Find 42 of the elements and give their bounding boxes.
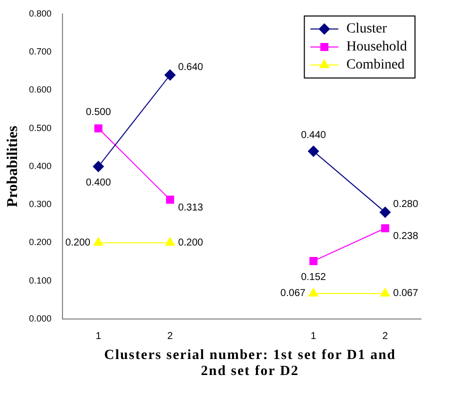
point bbox=[166, 196, 174, 204]
point bbox=[308, 146, 319, 157]
data-label: 0.313 bbox=[178, 202, 204, 214]
point bbox=[309, 257, 318, 266]
data-label: 0.238 bbox=[393, 231, 419, 242]
point bbox=[92, 161, 104, 172]
legend-label: Household bbox=[346, 40, 408, 55]
y-tick-label: 0.000 bbox=[28, 313, 52, 324]
point bbox=[94, 124, 102, 132]
data-label: 0.440 bbox=[300, 130, 326, 141]
data-label: 0.152 bbox=[300, 272, 326, 283]
x-axis-title: Clusters serial number: 1st set for D1 and 2nd set for D2 bbox=[103, 348, 397, 380]
y-tick-label: 0.700 bbox=[28, 46, 52, 57]
data-label: 0.640 bbox=[178, 62, 204, 73]
y-tick-label: 0.600 bbox=[28, 84, 52, 95]
point bbox=[94, 237, 104, 246]
point bbox=[308, 288, 318, 296]
x-tick-label: 1 bbox=[96, 330, 102, 342]
data-label: 0.500 bbox=[86, 107, 112, 118]
y-tick-label: 0.200 bbox=[28, 237, 52, 248]
y-axis-title: Probabilities bbox=[4, 126, 21, 208]
legend-label: Cluster bbox=[346, 22, 388, 37]
data-label: 0.067 bbox=[393, 288, 419, 300]
y-tick-label: 0.400 bbox=[28, 160, 52, 171]
y-tick-label: 0.800 bbox=[28, 8, 52, 18]
y-tick-label: 0.500 bbox=[28, 122, 52, 133]
data-label: 0.067 bbox=[280, 288, 306, 300]
data-label: 0.200 bbox=[178, 238, 204, 248]
x-tick-label: 2 bbox=[167, 330, 174, 342]
y-tick-label: 0.300 bbox=[28, 199, 52, 210]
y-tick-label: 0.100 bbox=[28, 275, 52, 286]
data-label: 0.400 bbox=[86, 177, 112, 188]
data-label: 0.200 bbox=[65, 238, 91, 248]
point bbox=[381, 224, 390, 232]
point bbox=[165, 237, 175, 246]
x-tick-label: 2 bbox=[382, 330, 388, 342]
point bbox=[164, 70, 176, 80]
legend-label: Combined bbox=[346, 58, 405, 73]
x-tick-label: 1 bbox=[310, 330, 317, 342]
data-label: 0.280 bbox=[393, 199, 419, 210]
point bbox=[380, 288, 390, 296]
point bbox=[380, 206, 391, 218]
